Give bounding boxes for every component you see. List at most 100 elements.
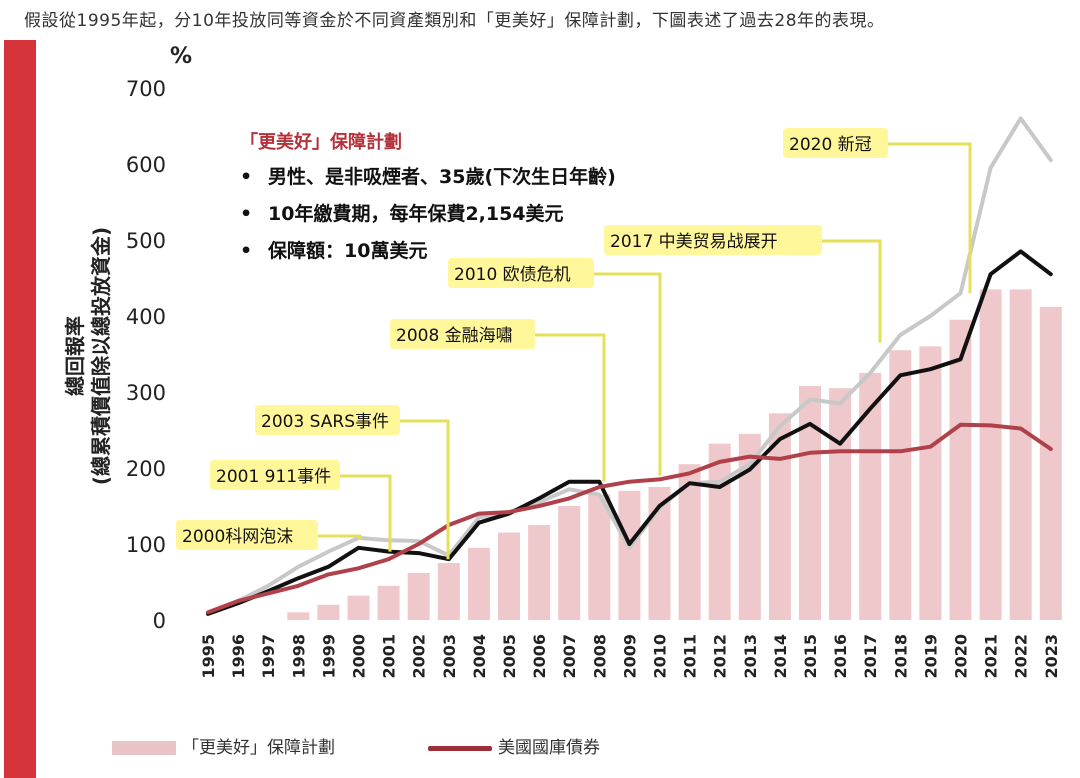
- x-tick-label: 2004: [470, 634, 489, 679]
- bar-2006: [528, 525, 551, 620]
- bar-2009: [618, 490, 641, 620]
- x-tick-label: 2005: [500, 634, 519, 679]
- plan-info-title: 「更美好」保障計劃: [240, 132, 402, 153]
- event-connector: [535, 333, 606, 482]
- event-box: [390, 319, 535, 349]
- x-tick-label: 2022: [1012, 634, 1031, 679]
- y-tick-label: 200: [126, 457, 166, 481]
- bar-2018: [889, 350, 912, 620]
- x-tick-label: 2003: [440, 634, 459, 679]
- bar-2015: [799, 385, 821, 620]
- bar-1998: [287, 612, 310, 620]
- event-connector: [400, 419, 450, 560]
- plan-info-bullet-text: 男性、是非吸煙者、35歲(下次生日年齡): [268, 166, 616, 188]
- x-tick-label: 2002: [410, 634, 429, 679]
- y-tick-label: 400: [126, 305, 166, 329]
- legend-item-bond: 美國國庫債券: [428, 733, 600, 758]
- plan-info-bullet-text: 保障額：10萬美元: [268, 240, 428, 262]
- plan-info-bullet: • 10年繳費期，每年保費2,154美元: [240, 203, 564, 225]
- bar-2008: [588, 494, 611, 620]
- bar-2010: [648, 487, 671, 620]
- x-tick-label: 2008: [590, 634, 609, 679]
- bar-2016: [829, 388, 852, 620]
- red-accent-strip: [4, 40, 36, 778]
- event-box: [176, 520, 318, 550]
- bar-2019: [919, 346, 942, 620]
- event-box: [448, 258, 594, 288]
- y-tick-label: 700: [126, 77, 166, 101]
- line-black_line: [206, 249, 1053, 616]
- bar-2001: [377, 585, 400, 620]
- x-tick-label: 2013: [741, 634, 760, 679]
- bar-2021: [979, 289, 1002, 620]
- bar-2013: [738, 433, 761, 620]
- legend-swatch-bond: [428, 745, 492, 751]
- bar-2022: [1009, 289, 1032, 620]
- line-bond_line: [206, 422, 1053, 615]
- plan-info-bullet: • 保障額：10萬美元: [240, 240, 428, 262]
- x-tick-label: 2014: [771, 634, 790, 679]
- legend-item-plan: 「更美好」保障計劃: [112, 733, 335, 758]
- caption: 假設從1995年起，分10年投放同等資金於不同資產類別和「更美好」保障計劃，下圖…: [24, 11, 885, 31]
- x-tick-label: 1995: [199, 634, 218, 679]
- line-plan_line: [206, 116, 1053, 615]
- x-tick-label: 2019: [921, 634, 940, 679]
- legend-label-plan: 「更美好」保障計劃: [182, 738, 335, 758]
- y-tick-label: 0: [153, 609, 166, 633]
- plan-info-bullet: • 男性、是非吸煙者、35歲(下次生日年齡): [240, 166, 616, 188]
- x-tick-label: 2017: [861, 634, 880, 679]
- event-box: [255, 405, 400, 435]
- y-unit-label: %: [170, 44, 193, 69]
- bar-2005: [498, 532, 520, 620]
- x-tick-label: 2015: [801, 634, 820, 679]
- event-label: 2010 欧债危机: [454, 265, 571, 285]
- bar-2012: [708, 443, 731, 620]
- x-tick-label: 2018: [891, 634, 910, 679]
- x-tick-label: 2023: [1042, 634, 1061, 679]
- event-connector: [318, 534, 362, 541]
- event-connector: [822, 239, 882, 343]
- plan-info-box: 「更美好」保障計劃 • 男性、是非吸煙者、35歲(下次生日年齡) • 10年繳費期，…: [240, 128, 616, 273]
- y-tick-label: 300: [126, 381, 166, 405]
- bar-2003: [437, 563, 460, 620]
- x-tick-label: 2016: [831, 634, 850, 679]
- event-box: [604, 225, 822, 255]
- bar-2000: [347, 595, 370, 620]
- plan-info-bullet-text: 10年繳費期，每年保費2,154美元: [268, 203, 564, 225]
- x-tick-label: 2006: [530, 634, 549, 679]
- bar-2004: [467, 547, 490, 620]
- event-label: 2008 金融海嘯: [396, 326, 513, 346]
- y-tick-label: 600: [126, 153, 166, 177]
- event-box: [210, 460, 340, 490]
- x-tick-label: 2011: [681, 634, 700, 679]
- bar-2007: [558, 506, 581, 620]
- legend-label-bond: 美國國庫債券: [498, 738, 600, 758]
- event-connector: [888, 142, 972, 294]
- x-tick-label: 2001: [380, 634, 399, 679]
- x-tick-label: 1997: [259, 634, 278, 679]
- x-tick-label: 1996: [229, 634, 248, 679]
- bar-2011: [678, 464, 701, 620]
- event-label: 2017 中美贸易战展开: [610, 232, 778, 252]
- event-connector: [340, 474, 392, 552]
- y-tick-label: 100: [126, 533, 166, 557]
- x-tick-label: 2020: [952, 634, 971, 679]
- bar-2002: [407, 572, 430, 620]
- event-label: 2020 新冠: [789, 135, 872, 155]
- event-label: 2001 911事件: [216, 467, 331, 487]
- event-label: 2003 SARS事件: [261, 412, 389, 432]
- y-tick-label: 500: [126, 229, 166, 253]
- bar-2017: [859, 373, 882, 620]
- x-tick-label: 2021: [982, 634, 1001, 679]
- bar-2020: [949, 319, 972, 620]
- x-tick-label: 2012: [711, 634, 730, 679]
- x-tick-label: 2007: [560, 634, 579, 679]
- x-tick-label: 1998: [289, 634, 308, 679]
- bar-2023: [1039, 306, 1062, 620]
- x-tick-label: 2009: [620, 634, 639, 679]
- legend-swatch-plan: [112, 741, 176, 755]
- event-label: 2000科网泡沫: [182, 527, 293, 547]
- event-box: [783, 128, 888, 158]
- bar-2014: [768, 413, 791, 620]
